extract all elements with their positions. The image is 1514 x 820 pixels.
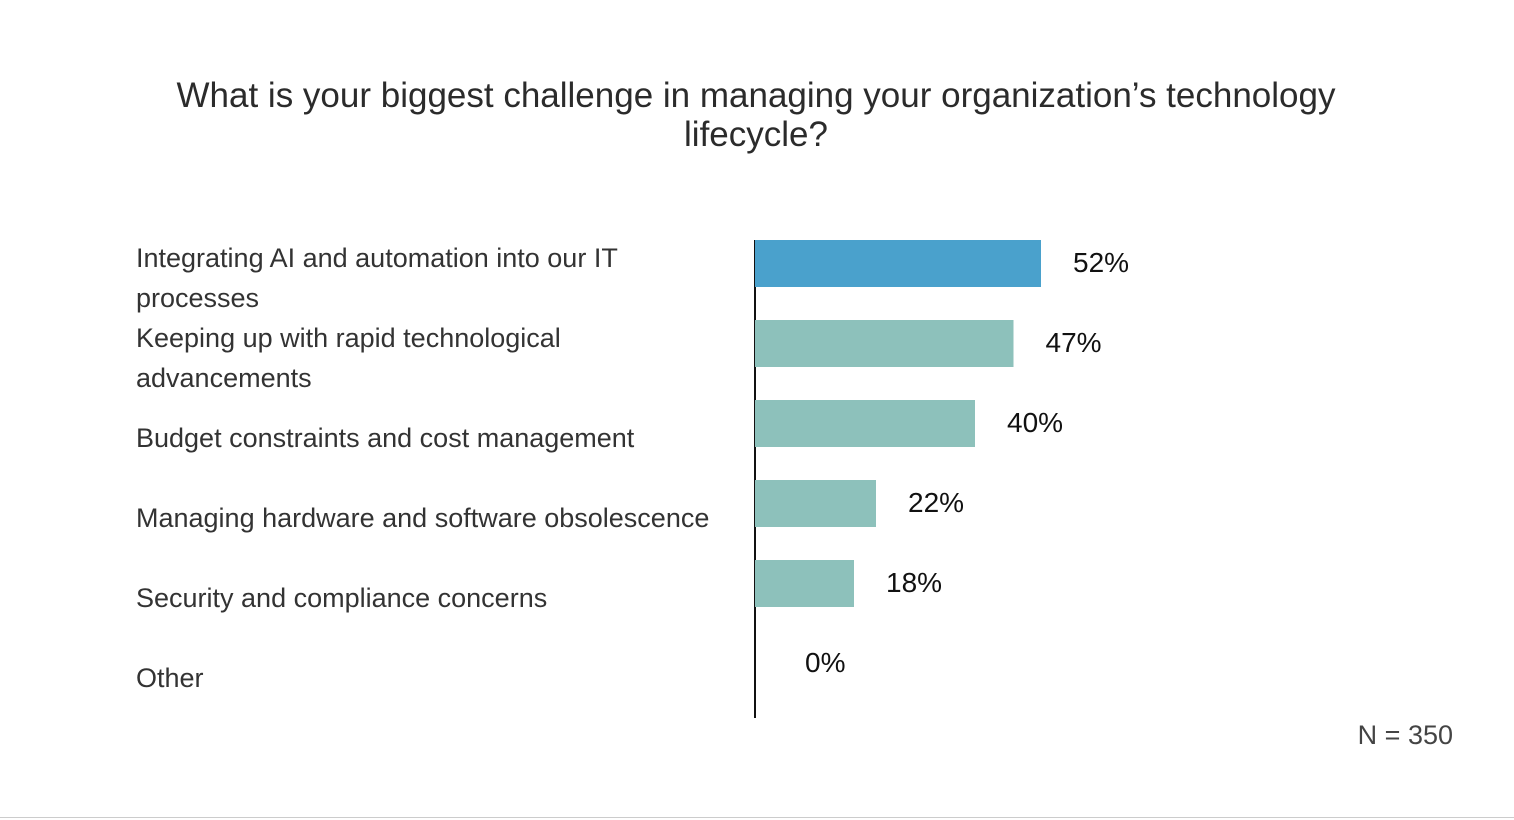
value-label: 40% (1007, 407, 1063, 438)
value-label: 22% (908, 487, 964, 518)
category-label: Budget constraints and cost management (136, 423, 635, 453)
value-label: 0% (805, 647, 845, 678)
bar (755, 480, 876, 527)
value-label: 18% (886, 567, 942, 598)
bottom-rule (0, 817, 1514, 818)
value-label: 52% (1073, 247, 1129, 278)
category-label: Keeping up with rapid technological adva… (136, 323, 561, 393)
category-label: Integrating AI and automation into our I… (136, 243, 618, 313)
chart-title: What is your biggest challenge in managi… (176, 76, 1336, 154)
category-label: Other (136, 663, 204, 693)
category-label: Managing hardware and software obsolesce… (136, 503, 710, 533)
sample-size-note: N = 350 (1357, 720, 1453, 750)
bar (755, 400, 975, 447)
bar (755, 560, 854, 607)
category-label: Security and compliance concerns (136, 583, 548, 613)
value-label: 47% (1046, 327, 1102, 358)
bar (755, 240, 1041, 287)
bar (755, 320, 1014, 367)
